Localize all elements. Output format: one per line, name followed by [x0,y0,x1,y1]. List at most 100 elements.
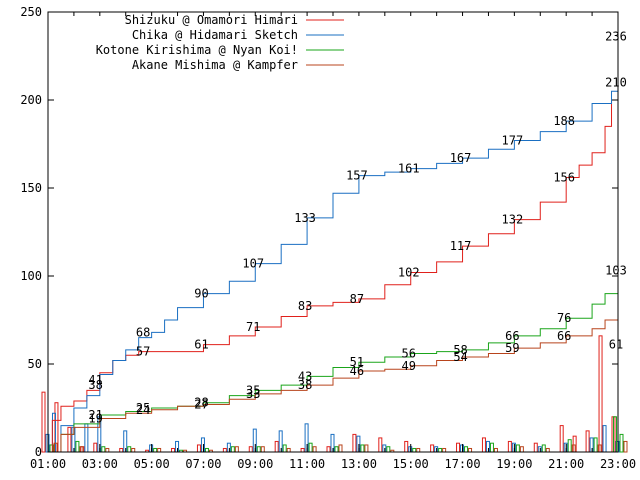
data-label: 103 [605,264,627,278]
data-label: 167 [450,151,472,165]
count-bar [519,446,524,453]
y-tick-label: 200 [20,93,42,107]
count-bar [282,444,287,453]
count-bar [593,437,598,453]
y-tick-label: 250 [20,5,42,19]
data-label: 57 [136,345,150,359]
data-label: 177 [502,133,524,147]
data-label: 54 [453,350,467,364]
data-label: 51 [350,355,364,369]
x-tick-label: 23:00 [600,457,636,471]
data-label: 25 [136,401,150,415]
count-bar [75,440,80,453]
count-bar [326,446,331,453]
data-label: 38 [298,378,312,392]
y-tick-label: 150 [20,181,42,195]
count-bar [338,444,343,453]
data-label: 133 [294,211,316,225]
data-label: 102 [398,265,420,279]
data-label: 68 [136,325,150,339]
data-label: 71 [246,320,260,334]
count-bar [481,437,486,453]
data-label: 21 [88,408,102,422]
count-bar [533,442,538,453]
count-bar [234,446,239,453]
count-bar [597,444,602,453]
series-line [48,36,619,453]
count-bar [571,444,576,453]
x-tick-label: 01:00 [30,457,66,471]
count-bar [256,446,261,453]
data-label: 90 [194,287,208,301]
series-lines [48,36,619,453]
x-tick-label: 05:00 [134,457,170,471]
count-bar [260,446,265,453]
count-bar [598,335,603,453]
data-label: 107 [242,257,264,271]
count-bar [442,447,447,453]
count-bar [312,446,317,453]
data-label: 59 [505,341,519,355]
data-label: 61 [194,338,208,352]
count-bar [101,446,106,453]
count-bar [515,444,520,453]
count-bar [572,435,577,453]
x-tick-label: 21:00 [548,457,584,471]
count-bar [79,446,84,453]
count-bar [157,447,162,453]
y-tick-label: 0 [35,445,42,459]
count-bar [489,442,494,453]
count-bar [334,446,339,453]
count-bar [41,391,46,453]
count-bar [430,444,435,453]
data-label: 28 [194,396,208,410]
legend-label: Chika @ Hidamari Sketch [132,28,298,42]
legend-label: Akane Mishima @ Kampfer [132,58,298,72]
data-label: 66 [505,329,519,343]
count-bar [559,425,564,453]
count-bar [286,447,291,453]
x-tick-label: 13:00 [341,457,377,471]
data-label: 24 [136,403,150,417]
count-bar [248,446,253,453]
data-label: 56 [402,346,416,360]
data-label: 161 [398,162,420,176]
y-tick-label: 100 [20,269,42,283]
count-bar [623,440,628,453]
x-tick-label: 09:00 [237,457,273,471]
data-label: 66 [557,329,571,343]
count-bar [204,447,209,453]
count-bar [364,444,369,453]
count-bar [93,442,98,453]
data-label: 117 [450,239,472,253]
count-bar [416,447,421,453]
data-label: 132 [502,213,524,227]
data-label: 27 [194,397,208,411]
count-bar [300,447,305,453]
data-label: 83 [298,299,312,313]
data-label: 87 [350,292,364,306]
data-label: 43 [298,369,312,383]
count-bar [67,426,72,453]
x-tick-label: 17:00 [444,457,480,471]
count-bar [274,440,279,453]
count-bar [493,447,498,453]
count-bar [567,439,572,453]
count-bar [153,447,158,453]
count-bar [412,447,417,453]
series-line [48,309,619,453]
axes: 0 50 100 150 200 250 01:00 03:00 05:00 07:00 09:00… [20,5,636,471]
count-bar [464,446,469,453]
data-labels: 38 57 61 71 83 87 102 117 132 156 236 41 68 90 107 133 1… [88,30,626,426]
data-label: 41 [88,373,102,387]
series-line [48,270,619,453]
data-label: 157 [346,169,368,183]
data-label: 236 [605,30,627,44]
count-bar [541,444,546,453]
count-bar [438,447,443,453]
count-bar [456,442,461,453]
count-bar [252,428,257,453]
x-tick-label: 03:00 [82,457,118,471]
count-bar [468,447,473,453]
count-bar [585,430,590,453]
